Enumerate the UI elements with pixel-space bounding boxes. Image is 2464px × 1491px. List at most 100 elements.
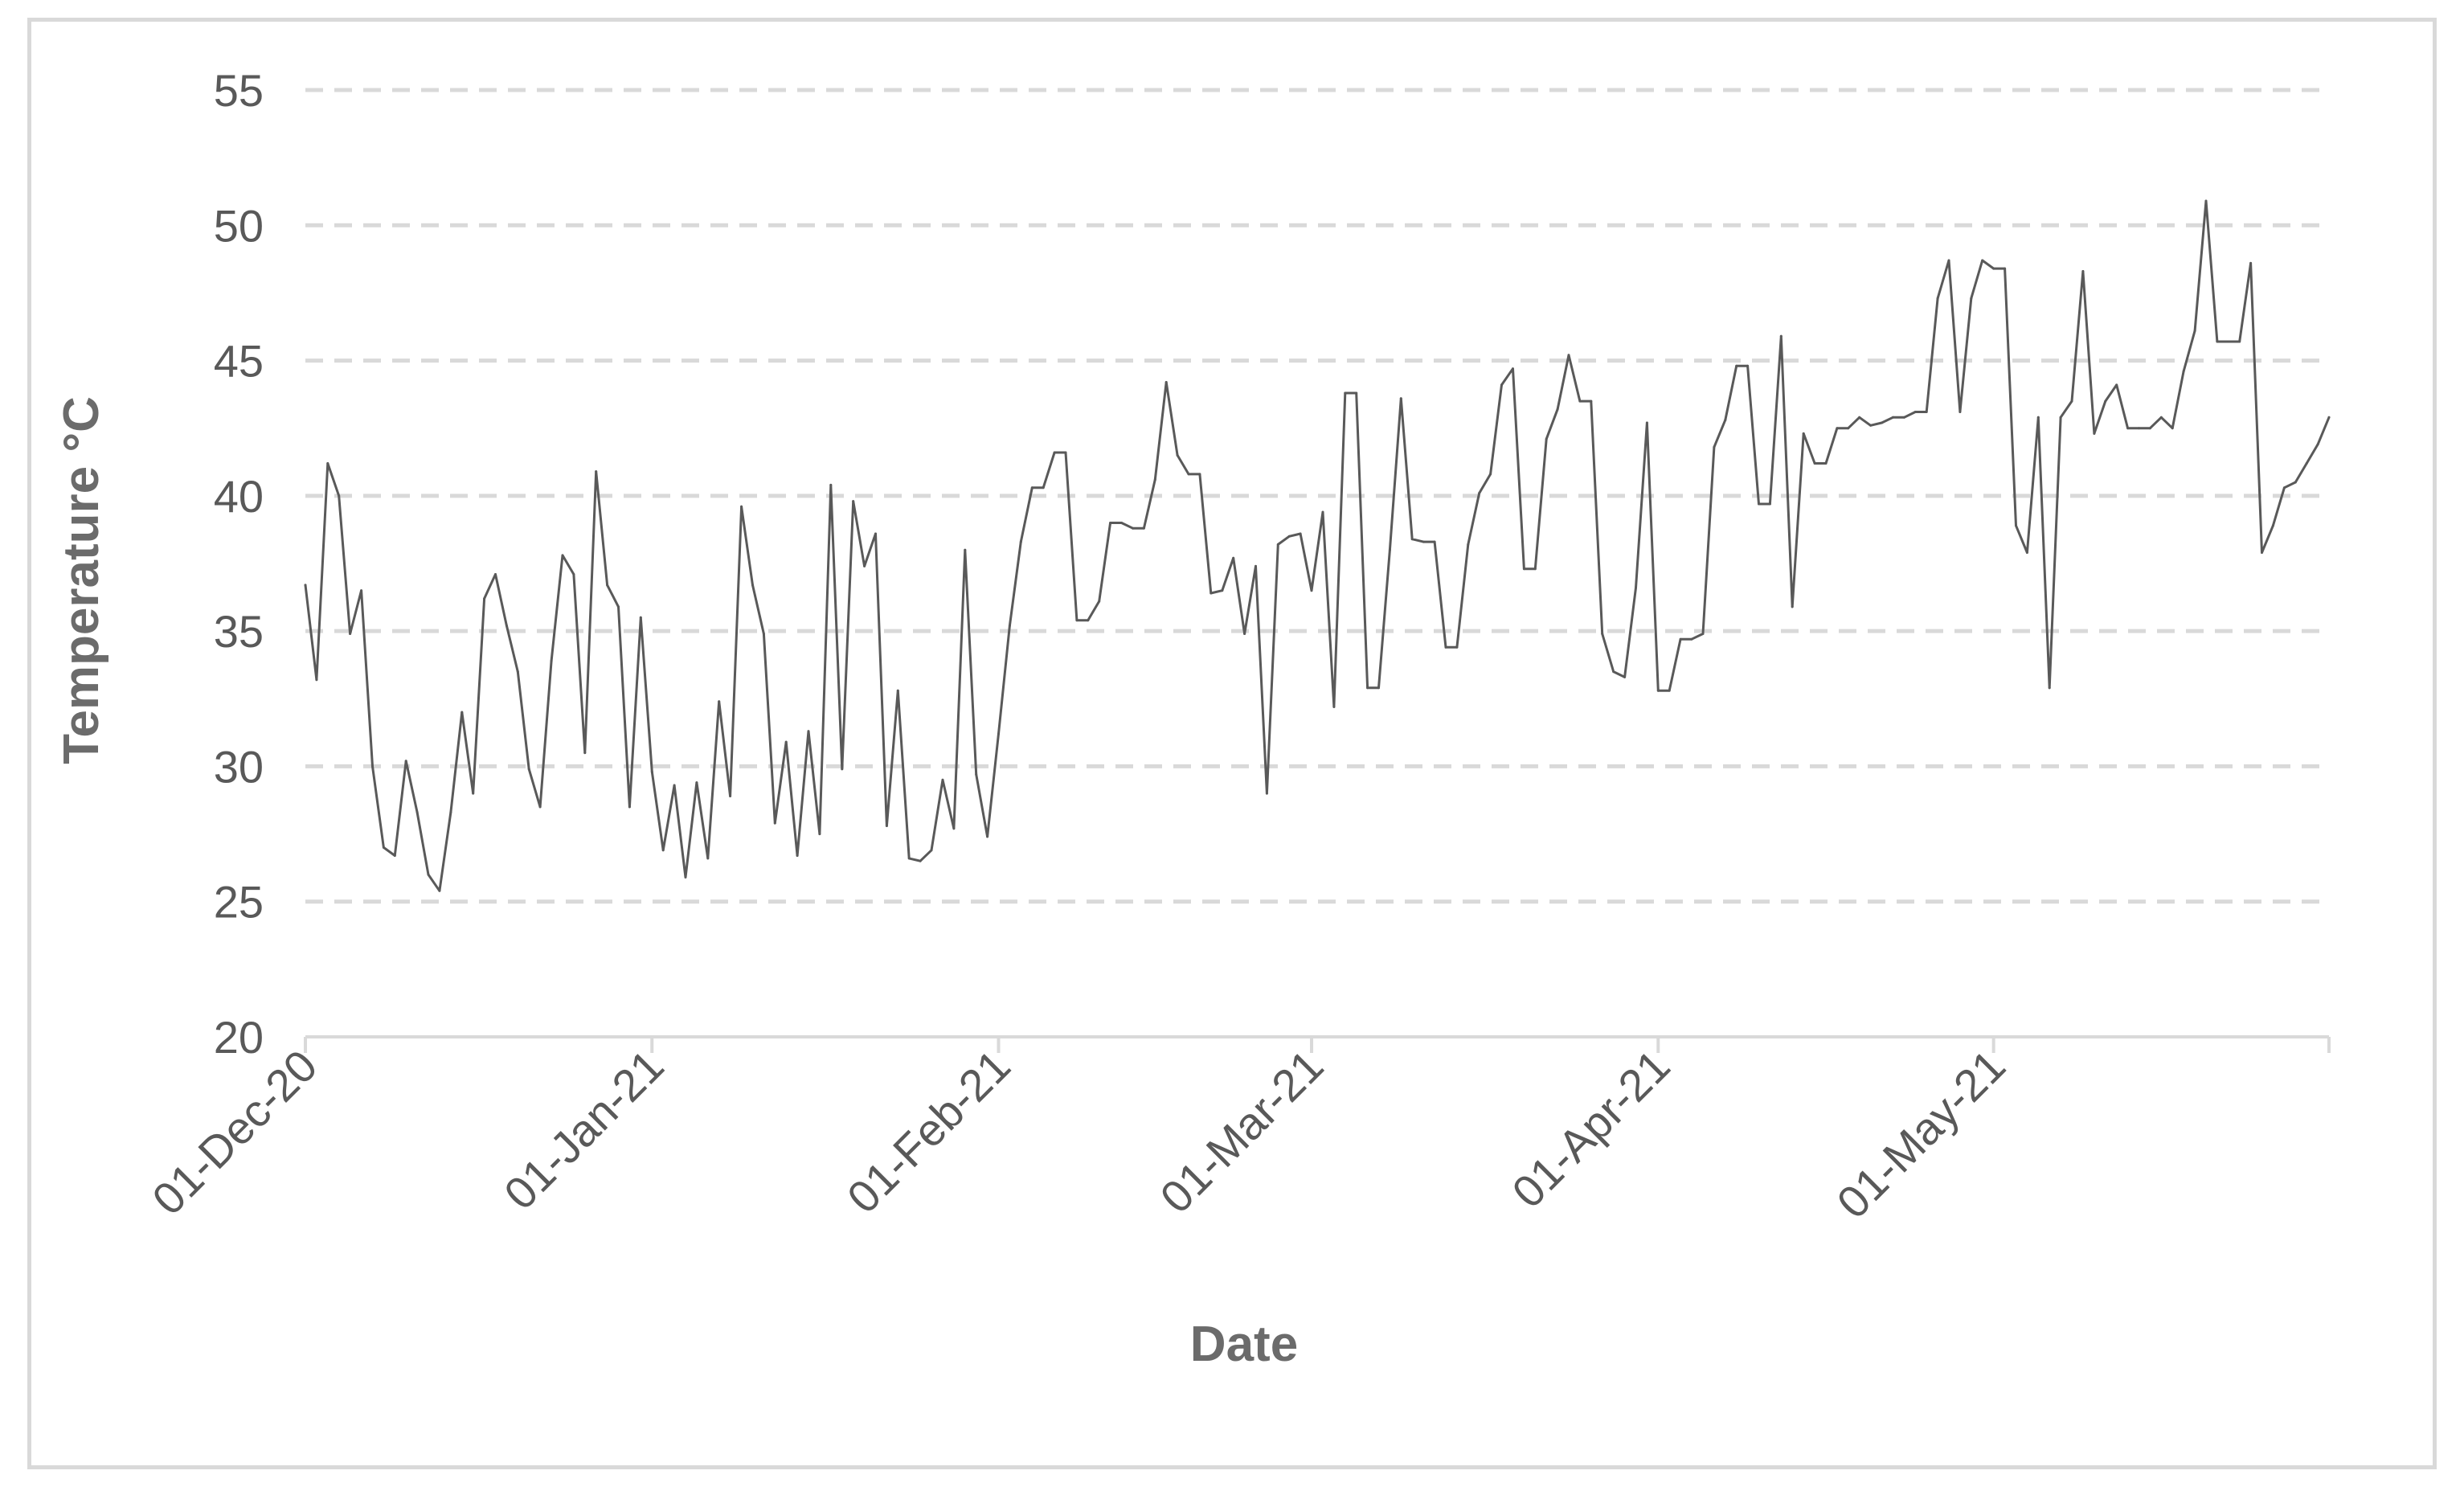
data-point: [2081, 270, 2085, 272]
data-point: [1847, 427, 1850, 430]
data-point: [975, 773, 978, 776]
y-tick-label-55: 55: [214, 65, 264, 116]
data-point: [941, 778, 944, 781]
data-point: [460, 711, 464, 714]
data-point: [1567, 354, 1570, 357]
data-point: [1645, 421, 1648, 424]
data-point: [2227, 340, 2230, 343]
data-point: [2048, 686, 2051, 690]
data-point: [2316, 443, 2319, 446]
data-point: [1500, 383, 1503, 387]
data-point: [2059, 416, 2062, 419]
data-point: [438, 889, 441, 892]
data-point: [885, 825, 888, 827]
data-point: [1679, 637, 1682, 641]
data-point: [751, 584, 754, 587]
data-point: [1255, 564, 1257, 567]
data-point: [2271, 524, 2274, 527]
data-point: [1813, 462, 1816, 465]
data-point: [572, 573, 575, 576]
data-point: [1344, 391, 1347, 395]
data-point: [718, 700, 721, 703]
data-point: [2216, 340, 2219, 343]
data-point: [1098, 600, 1101, 603]
data-point: [1713, 445, 1716, 449]
data-point: [1120, 522, 1123, 524]
data-point: [650, 770, 653, 773]
data-point: [583, 752, 587, 755]
data-point: [427, 873, 430, 876]
data-point: [1601, 633, 1604, 635]
data-point: [2193, 330, 2196, 332]
data-point: [606, 584, 609, 587]
data-point: [415, 811, 419, 814]
data-point: [2182, 370, 2185, 373]
data-point: [1388, 548, 1391, 551]
data-point: [1836, 427, 1839, 430]
data-point: [2015, 524, 2017, 527]
data-point: [2327, 416, 2331, 419]
data-point: [1176, 453, 1179, 457]
data-point: [2093, 432, 2096, 435]
data-point: [2249, 261, 2253, 264]
data-point: [784, 740, 788, 743]
data-point: [527, 768, 530, 771]
y-tick-label-30: 30: [214, 741, 264, 792]
data-point: [1881, 421, 1883, 424]
data-point: [1321, 510, 1324, 514]
data-point: [706, 857, 710, 860]
data-point: [1758, 502, 1760, 506]
data-point: [1522, 567, 1525, 571]
data-point: [1992, 267, 1995, 270]
data-point: [338, 494, 341, 498]
data-point: [1970, 297, 1973, 300]
data-point: [1287, 535, 1291, 538]
data-point: [505, 624, 508, 627]
data-point: [1075, 619, 1079, 622]
data-point: [829, 483, 833, 486]
data-point: [404, 760, 407, 763]
x-axis-title: Date: [1190, 1317, 1298, 1372]
data-point: [1902, 416, 1905, 419]
data-point: [773, 821, 776, 825]
data-point: [2171, 427, 2174, 430]
data-point: [1478, 492, 1481, 494]
data-point: [1858, 416, 1861, 419]
data-point: [673, 784, 676, 787]
data-point: [1221, 589, 1224, 592]
data-point: [1042, 486, 1045, 489]
data-point: [1768, 502, 1771, 506]
data-point: [2282, 486, 2286, 489]
data-point: [818, 833, 821, 836]
data-point: [874, 532, 877, 535]
data-point: [729, 795, 732, 797]
data-point: [1030, 486, 1033, 489]
data-point: [1410, 538, 1414, 541]
data-point: [807, 730, 810, 733]
data-point: [2104, 399, 2107, 403]
data-point: [494, 573, 497, 576]
data-point: [472, 792, 475, 795]
x-tick-label-0: 01-Dec-20: [142, 1040, 326, 1224]
data-point: [1779, 334, 1783, 338]
data-point: [2238, 340, 2241, 343]
data-point: [393, 854, 396, 857]
data-point: [695, 781, 698, 784]
data-point: [740, 505, 743, 508]
data-point: [2159, 416, 2163, 419]
gridlines: [305, 88, 2329, 904]
x-tick-label-2: 01-Feb-21: [837, 1040, 1020, 1223]
data-point: [919, 859, 922, 862]
data-point: [863, 564, 866, 567]
data-point: [1355, 391, 1358, 395]
data-point: [1433, 540, 1436, 543]
data-point: [952, 827, 956, 830]
data-point: [1053, 451, 1056, 454]
x-tick-label-3: 01-Mar-21: [1150, 1040, 1332, 1223]
data-point: [2004, 267, 2007, 270]
data-point: [1276, 543, 1279, 546]
data-point: [1008, 624, 1011, 627]
data-point: [2036, 416, 2040, 419]
data-point: [371, 764, 374, 768]
